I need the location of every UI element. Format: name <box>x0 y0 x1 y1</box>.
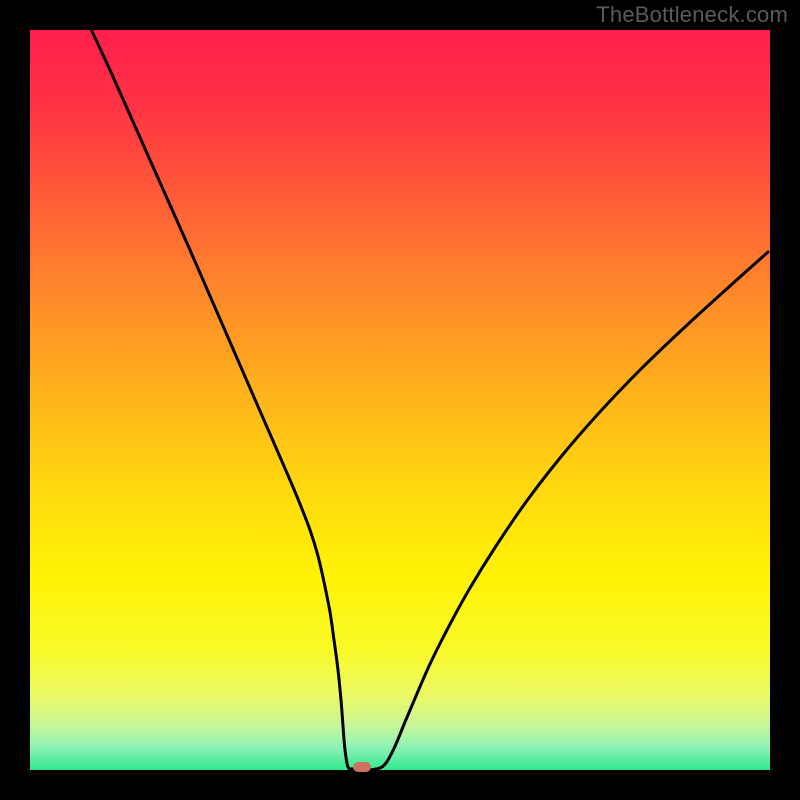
optimum-marker <box>353 762 371 772</box>
v-curve <box>0 0 800 800</box>
chart-container: TheBottleneck.com <box>0 0 800 800</box>
watermark-text: TheBottleneck.com <box>596 2 788 28</box>
